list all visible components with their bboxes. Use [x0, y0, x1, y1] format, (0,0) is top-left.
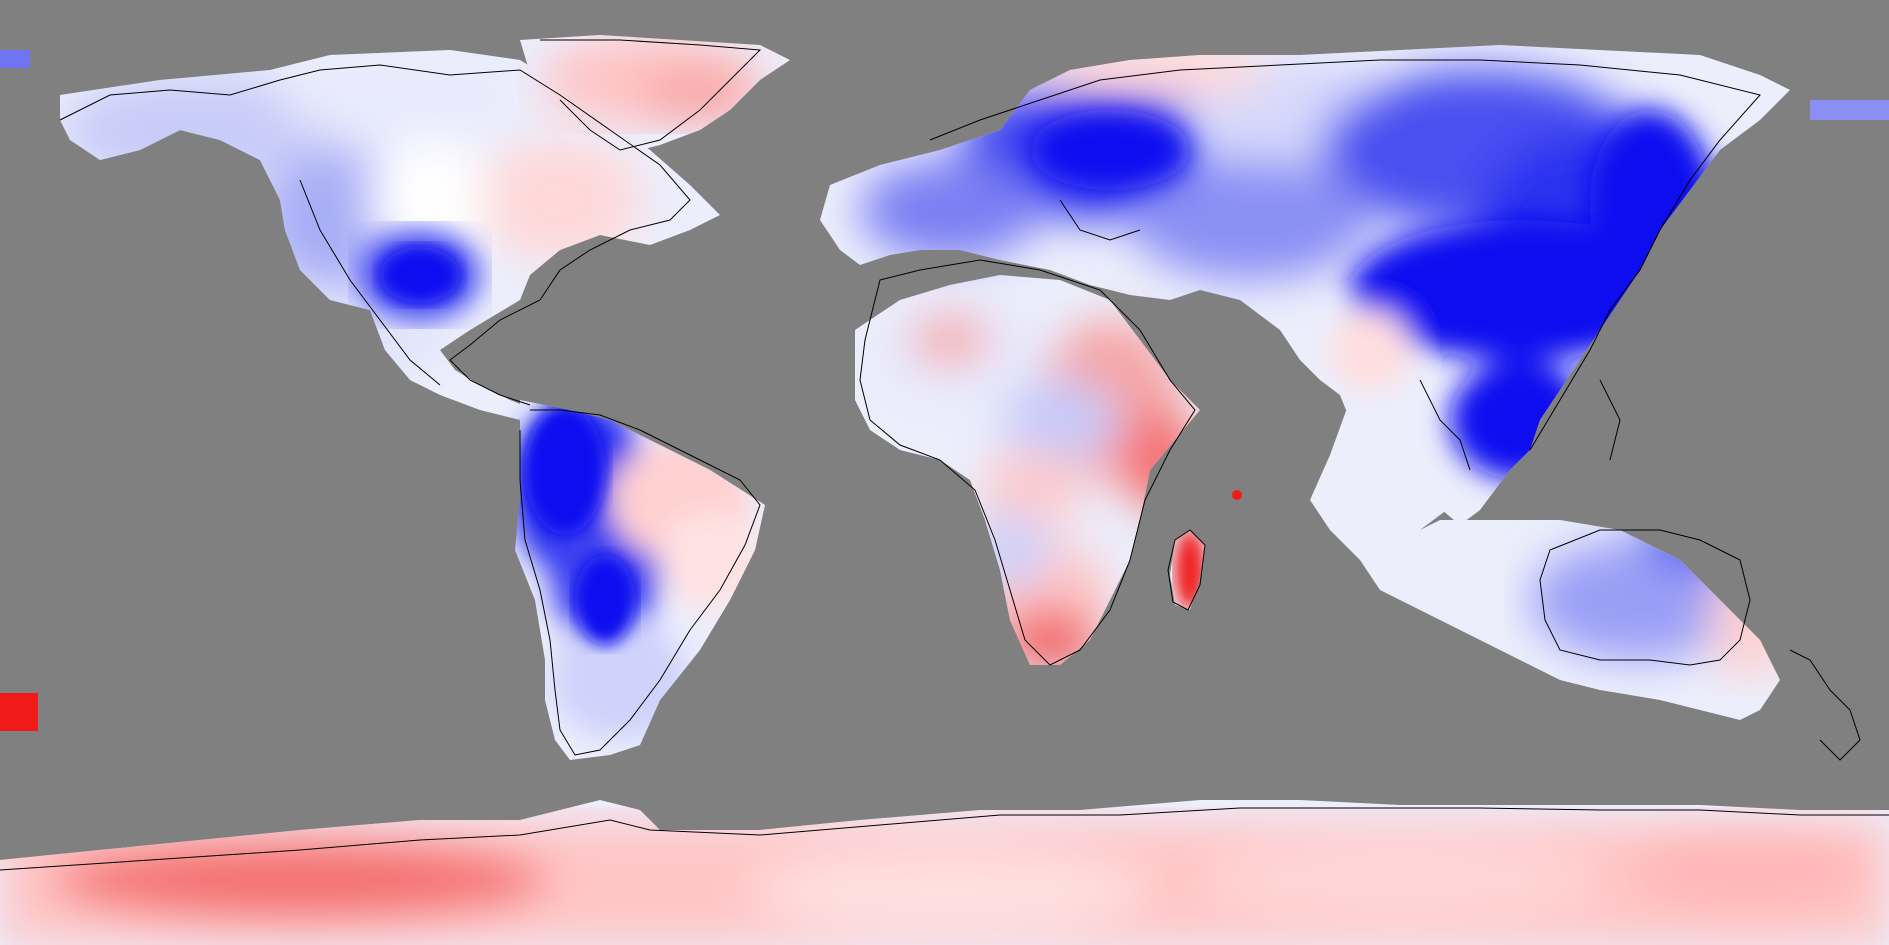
coastlines — [0, 39, 1889, 871]
aleutian-patch — [0, 50, 30, 68]
pacific-island-patch — [0, 693, 38, 731]
kamchatka-patch — [1810, 100, 1889, 120]
island-marker — [1232, 490, 1242, 500]
